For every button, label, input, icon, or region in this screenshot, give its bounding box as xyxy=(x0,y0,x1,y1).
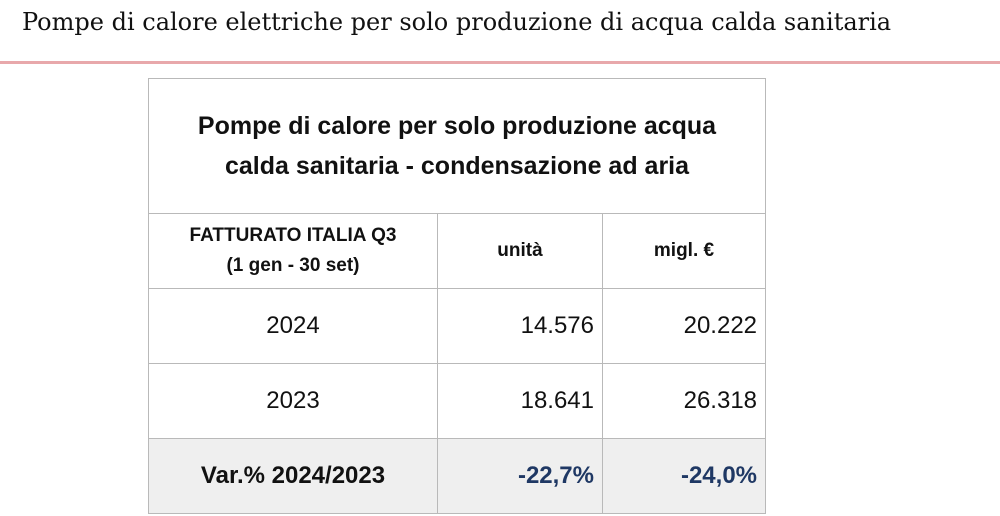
table-row: 2023 18.641 26.318 xyxy=(148,363,767,439)
heading-divider xyxy=(0,61,1000,64)
table-row: 2024 14.576 20.222 xyxy=(148,288,767,364)
table-title-row: Pompe di calore per solo produzione acqu… xyxy=(147,78,767,214)
table-title-line2: calda sanitaria - condensazione ad aria xyxy=(224,152,690,180)
header-value: migl. € xyxy=(601,213,767,289)
header-label-line1: FATTURATO ITALIA Q3 xyxy=(189,225,397,246)
row-year: 2024 xyxy=(148,288,438,364)
variation-units: -22,7% xyxy=(437,438,603,514)
row-units: 18.641 xyxy=(437,363,603,439)
variation-label: Var.% 2024/2023 xyxy=(148,438,438,514)
header-units: unità xyxy=(437,213,603,289)
sales-table: Pompe di calore per solo produzione acqu… xyxy=(147,78,767,514)
table-title: Pompe di calore per solo produzione acqu… xyxy=(147,78,767,214)
page-heading: Pompe di calore elettriche per solo prod… xyxy=(22,8,892,36)
row-year: 2023 xyxy=(148,363,438,439)
header-period-label: FATTURATO ITALIA Q3 (1 gen - 30 set) xyxy=(148,213,438,289)
header-label-line2: (1 gen - 30 set) xyxy=(226,255,360,276)
variation-value: -24,0% xyxy=(601,438,767,514)
row-value: 26.318 xyxy=(601,363,767,439)
variation-row: Var.% 2024/2023 -22,7% -24,0% xyxy=(148,438,767,514)
row-units: 14.576 xyxy=(437,288,603,364)
table-header-row: FATTURATO ITALIA Q3 (1 gen - 30 set) uni… xyxy=(148,213,767,289)
table-title-line1: Pompe di calore per solo produzione acqu… xyxy=(197,112,717,140)
row-value: 20.222 xyxy=(601,288,767,364)
